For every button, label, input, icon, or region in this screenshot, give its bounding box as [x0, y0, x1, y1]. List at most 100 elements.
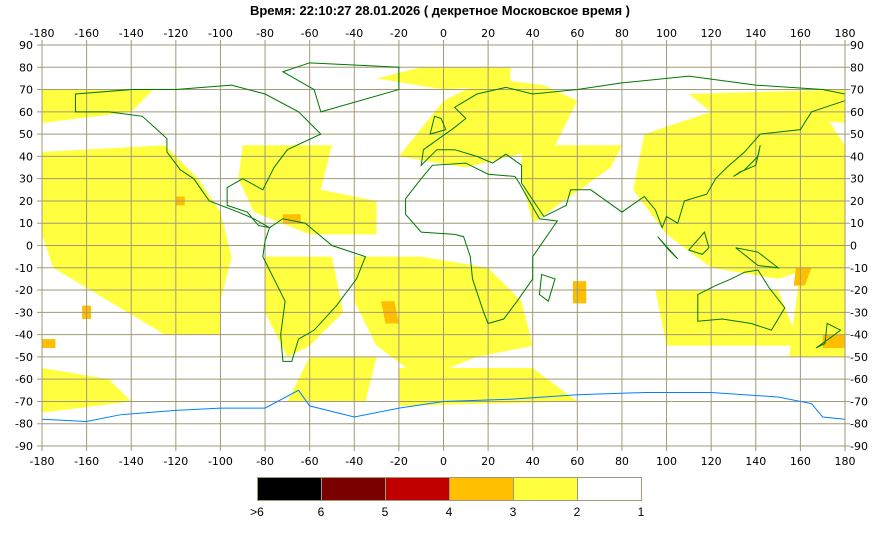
legend-swatch: [322, 478, 386, 500]
lat-tick-label: 30: [850, 173, 864, 186]
lon-tick-label: 140: [745, 27, 766, 40]
lon-tick-label: 120: [701, 27, 722, 40]
lat-tick-label: 10: [19, 217, 33, 230]
lat-tick-label: 50: [850, 128, 864, 141]
lon-tick-label: 40: [526, 455, 540, 468]
lat-tick-label: 0: [26, 240, 33, 253]
legend-swatch: [578, 478, 641, 500]
lon-tick-label: -180: [30, 27, 55, 40]
lat-tick-label: 90: [19, 39, 33, 52]
lat-tick-label: -20: [850, 284, 868, 297]
lat-tick-label: 20: [850, 195, 864, 208]
lon-tick-label: -20: [390, 455, 408, 468]
lat-tick-label: -40: [850, 329, 868, 342]
lat-tick-label: 70: [850, 84, 864, 97]
lat-tick-label: 30: [19, 173, 33, 186]
lon-tick-label: -100: [208, 27, 233, 40]
lon-tick-label: -180: [30, 455, 55, 468]
coastline: [815, 322, 842, 349]
activity-region-level-2: [265, 256, 344, 357]
activity-region-level-3: [793, 267, 812, 286]
lat-tick-label: -10: [850, 262, 868, 275]
antarctica-coastline: [41, 389, 846, 422]
activity-region-level-2: [42, 145, 232, 335]
coastline: [262, 218, 367, 362]
lat-tick-label: -20: [15, 284, 33, 297]
lon-tick-label: -120: [163, 27, 188, 40]
lon-tick-label: 180: [835, 27, 856, 40]
lon-tick-label: -100: [208, 455, 233, 468]
color-scale-legend: [257, 477, 642, 501]
lon-tick-label: 140: [745, 455, 766, 468]
lat-tick-label: 60: [850, 106, 864, 119]
axis-ticks: -180-180-160-160-140-140-120-120-100-100…: [15, 27, 868, 468]
legend-label: >6: [250, 505, 264, 519]
lat-tick-label: -70: [850, 395, 868, 408]
lat-tick-label: -40: [15, 329, 33, 342]
lon-tick-label: 80: [615, 27, 629, 40]
lon-tick-label: 180: [835, 455, 856, 468]
lon-tick-label: 0: [440, 27, 447, 40]
lat-tick-label: -60: [850, 373, 868, 386]
lon-tick-label: 160: [790, 455, 811, 468]
lat-tick-label: -50: [15, 351, 33, 364]
lon-tick-label: 80: [615, 455, 629, 468]
lon-tick-label: 40: [526, 27, 540, 40]
lat-tick-label: 60: [19, 106, 33, 119]
lat-tick-label: 80: [19, 61, 33, 74]
lon-tick-label: -40: [345, 455, 363, 468]
lon-tick-label: 100: [656, 455, 677, 468]
activity-region-level-2: [688, 89, 845, 123]
coastline: [405, 162, 559, 325]
lat-tick-label: 0: [850, 240, 857, 253]
activity-region-level-2: [655, 290, 801, 346]
legend-swatch: [386, 478, 450, 500]
lat-tick-label: -50: [850, 351, 868, 364]
coastlines: [41, 62, 846, 422]
legend-label: 6: [317, 505, 325, 519]
world-map: -180-180-160-160-140-140-120-120-100-100…: [15, 27, 868, 468]
lat-tick-label: -70: [15, 395, 33, 408]
lon-tick-label: -80: [256, 27, 274, 40]
lon-tick-label: 100: [656, 27, 677, 40]
map-frame: [41, 44, 846, 447]
activity-region-level-2: [633, 100, 845, 279]
legend-label: 1: [637, 505, 645, 519]
lat-tick-label: -90: [15, 440, 33, 453]
lon-tick-label: -120: [163, 455, 188, 468]
lon-tick-label: -160: [74, 455, 99, 468]
lat-tick-label: 80: [850, 61, 864, 74]
coastline: [420, 75, 846, 230]
coastline: [281, 62, 400, 113]
lon-tick-label: 60: [570, 27, 584, 40]
lat-tick-label: -30: [15, 306, 33, 319]
lat-tick-label: 40: [19, 150, 33, 163]
coastline: [735, 247, 780, 269]
lat-tick-label: 70: [19, 84, 33, 97]
coastline: [733, 145, 761, 177]
lat-tick-label: -80: [15, 418, 33, 431]
lat-tick-label: -10: [15, 262, 33, 275]
activity-region-level-3: [572, 281, 587, 304]
lon-tick-label: -20: [390, 27, 408, 40]
coastline: [657, 236, 679, 260]
legend-label: 4: [445, 505, 453, 519]
legend-swatch: [258, 478, 322, 500]
lon-tick-label: 20: [481, 27, 495, 40]
lat-tick-label: -60: [15, 373, 33, 386]
activity-region-level-2: [42, 89, 154, 123]
lon-tick-label: -60: [301, 455, 319, 468]
lon-tick-label: -140: [119, 455, 144, 468]
legend-label: 2: [573, 505, 581, 519]
coastline: [538, 273, 556, 303]
lon-tick-label: 20: [481, 455, 495, 468]
legend-swatch: [514, 478, 578, 500]
lon-tick-label: -60: [301, 27, 319, 40]
lon-tick-label: -80: [256, 455, 274, 468]
lon-tick-label: 120: [701, 455, 722, 468]
lat-tick-label: -90: [850, 440, 868, 453]
lat-tick-label: 90: [850, 39, 864, 52]
lon-tick-label: -40: [345, 27, 363, 40]
coastline: [429, 115, 447, 135]
activity-region-level-3: [822, 334, 845, 348]
